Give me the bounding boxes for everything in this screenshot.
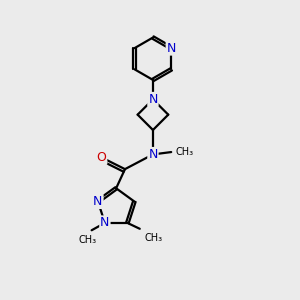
Text: O: O — [97, 151, 106, 164]
Text: CH₃: CH₃ — [144, 233, 162, 243]
Text: CH₃: CH₃ — [78, 235, 96, 245]
Text: N: N — [100, 216, 110, 230]
Text: N: N — [93, 195, 103, 208]
Text: N: N — [167, 42, 176, 55]
Text: N: N — [148, 93, 158, 106]
Text: CH₃: CH₃ — [176, 147, 194, 157]
Text: N: N — [148, 148, 158, 161]
